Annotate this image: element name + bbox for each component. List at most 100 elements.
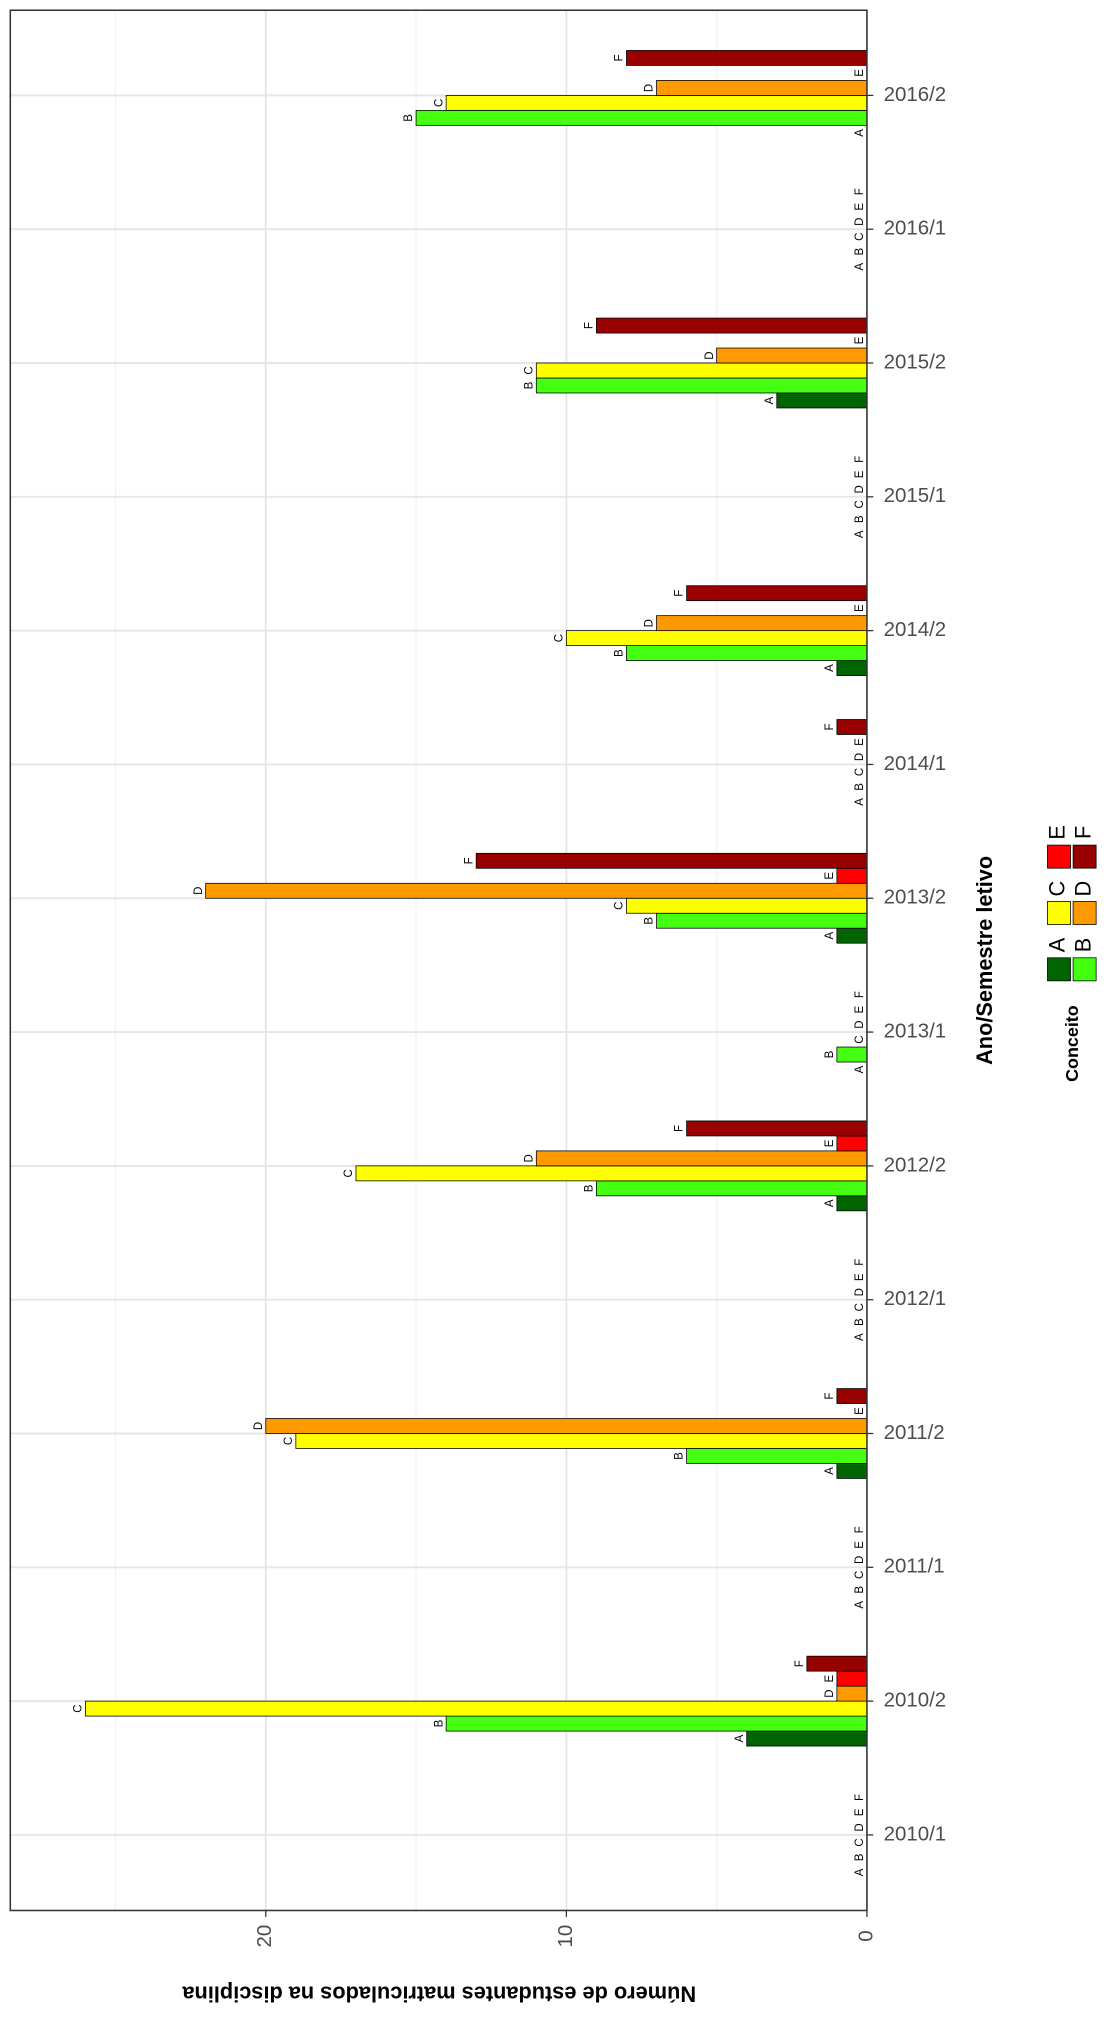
bar-label: E xyxy=(824,1139,836,1147)
bar-label: F xyxy=(854,1794,866,1801)
x-tick-label: 2014/2 xyxy=(884,618,947,641)
bar-label: C xyxy=(854,1571,866,1579)
x-tick-label: 2010/2 xyxy=(884,1689,947,1712)
bar-label: B xyxy=(674,1452,686,1460)
bar xyxy=(565,630,868,647)
bar-label: C xyxy=(614,902,626,910)
bar-label: D xyxy=(704,351,716,359)
legend-key xyxy=(1072,844,1097,869)
bar-label: F xyxy=(854,188,866,195)
y-tick-label: 20 xyxy=(253,1925,276,1948)
x-tick-label: 2013/1 xyxy=(884,1019,947,1042)
bar-label: E xyxy=(854,470,866,478)
bar-label: F xyxy=(824,723,836,730)
bar-label: F xyxy=(854,456,866,463)
bar-label: C xyxy=(854,500,866,508)
y-tick-label: 0 xyxy=(854,1930,877,1941)
x-tick-label: 2015/1 xyxy=(884,484,947,507)
x-tick-label: 2010/1 xyxy=(884,1822,947,1845)
legend-title: Conceito xyxy=(1062,1005,1082,1082)
bar xyxy=(836,927,868,944)
bar xyxy=(836,1046,868,1063)
bar xyxy=(836,660,868,676)
bar-label: E xyxy=(854,1407,866,1415)
bar xyxy=(535,377,868,394)
y-tick-label: 10 xyxy=(554,1925,577,1948)
bar-label: C xyxy=(854,1838,866,1846)
bar-label: A xyxy=(734,1734,746,1742)
bar-label: D xyxy=(854,485,866,493)
bar xyxy=(596,317,868,334)
bar-label: D xyxy=(644,84,656,92)
bar xyxy=(355,1165,868,1182)
bar-label: E xyxy=(854,1005,866,1013)
x-tick-label: 2011/1 xyxy=(884,1555,945,1578)
bar xyxy=(656,80,868,96)
legend-key xyxy=(1047,844,1071,869)
legend-key xyxy=(1072,901,1097,925)
bar-label: A xyxy=(824,1467,836,1475)
legend-key xyxy=(1047,957,1071,982)
bar xyxy=(445,95,868,111)
bar-label: E xyxy=(854,69,866,77)
bar-label: A xyxy=(854,1333,866,1341)
bar-label: B xyxy=(854,515,866,523)
bar-label: D xyxy=(824,1689,836,1697)
bar-label: F xyxy=(584,322,596,329)
bar-label: F xyxy=(794,1660,806,1667)
bar xyxy=(836,1685,868,1702)
bar-label: B xyxy=(614,649,626,657)
bar xyxy=(686,1448,868,1464)
bar-label: D xyxy=(644,619,656,627)
bar-label: C xyxy=(523,366,535,374)
bar xyxy=(686,585,868,602)
bar-label: A xyxy=(764,396,776,404)
bar-label: C xyxy=(433,99,445,107)
bar xyxy=(776,392,868,409)
bar xyxy=(535,1150,868,1167)
bar-label: C xyxy=(554,634,566,642)
bar-label: C xyxy=(73,1704,85,1712)
bar-label: D xyxy=(854,1823,866,1831)
bar-label: B xyxy=(854,1586,866,1594)
bar xyxy=(626,645,868,661)
bar-label: F xyxy=(854,1526,866,1533)
legend-label: A xyxy=(1045,937,1070,952)
bar xyxy=(265,1418,868,1434)
bar-label: C xyxy=(854,768,866,776)
bar-label: B xyxy=(854,1853,866,1861)
bar-label: A xyxy=(854,798,866,806)
bar xyxy=(806,1655,868,1672)
bar xyxy=(746,1730,868,1747)
bar-label: C xyxy=(343,1169,355,1177)
bar xyxy=(716,347,868,364)
x-tick-label: 2012/1 xyxy=(884,1287,947,1310)
legend-label: D xyxy=(1070,881,1095,897)
bar xyxy=(836,1463,868,1479)
legend-label: C xyxy=(1045,881,1070,897)
bar-label: B xyxy=(824,1050,836,1058)
bar-label: B xyxy=(584,1184,596,1192)
bar xyxy=(836,719,868,735)
bar-label: D xyxy=(253,1422,265,1430)
x-tick-label: 2015/2 xyxy=(884,350,947,373)
legend-label: E xyxy=(1045,825,1070,840)
legend-key xyxy=(1047,901,1071,925)
legend-label: B xyxy=(1070,938,1095,953)
bar-label: C xyxy=(854,1303,866,1311)
bar-label: E xyxy=(824,872,836,880)
bar-label: E xyxy=(854,1541,866,1549)
bar-label: A xyxy=(854,530,866,538)
bar-label: B xyxy=(644,917,656,925)
bar-label: B xyxy=(403,114,415,122)
bar-label: A xyxy=(854,1868,866,1876)
bar-label: D xyxy=(854,218,866,226)
bar-label: B xyxy=(854,783,866,791)
bar xyxy=(626,50,868,66)
x-tick-label: 2013/2 xyxy=(884,886,947,909)
legend-key xyxy=(1072,957,1097,982)
bar-label: B xyxy=(854,1318,866,1326)
bar-label: F xyxy=(854,1259,866,1266)
bar-label: E xyxy=(824,1674,836,1682)
bar-label: B xyxy=(523,381,535,389)
